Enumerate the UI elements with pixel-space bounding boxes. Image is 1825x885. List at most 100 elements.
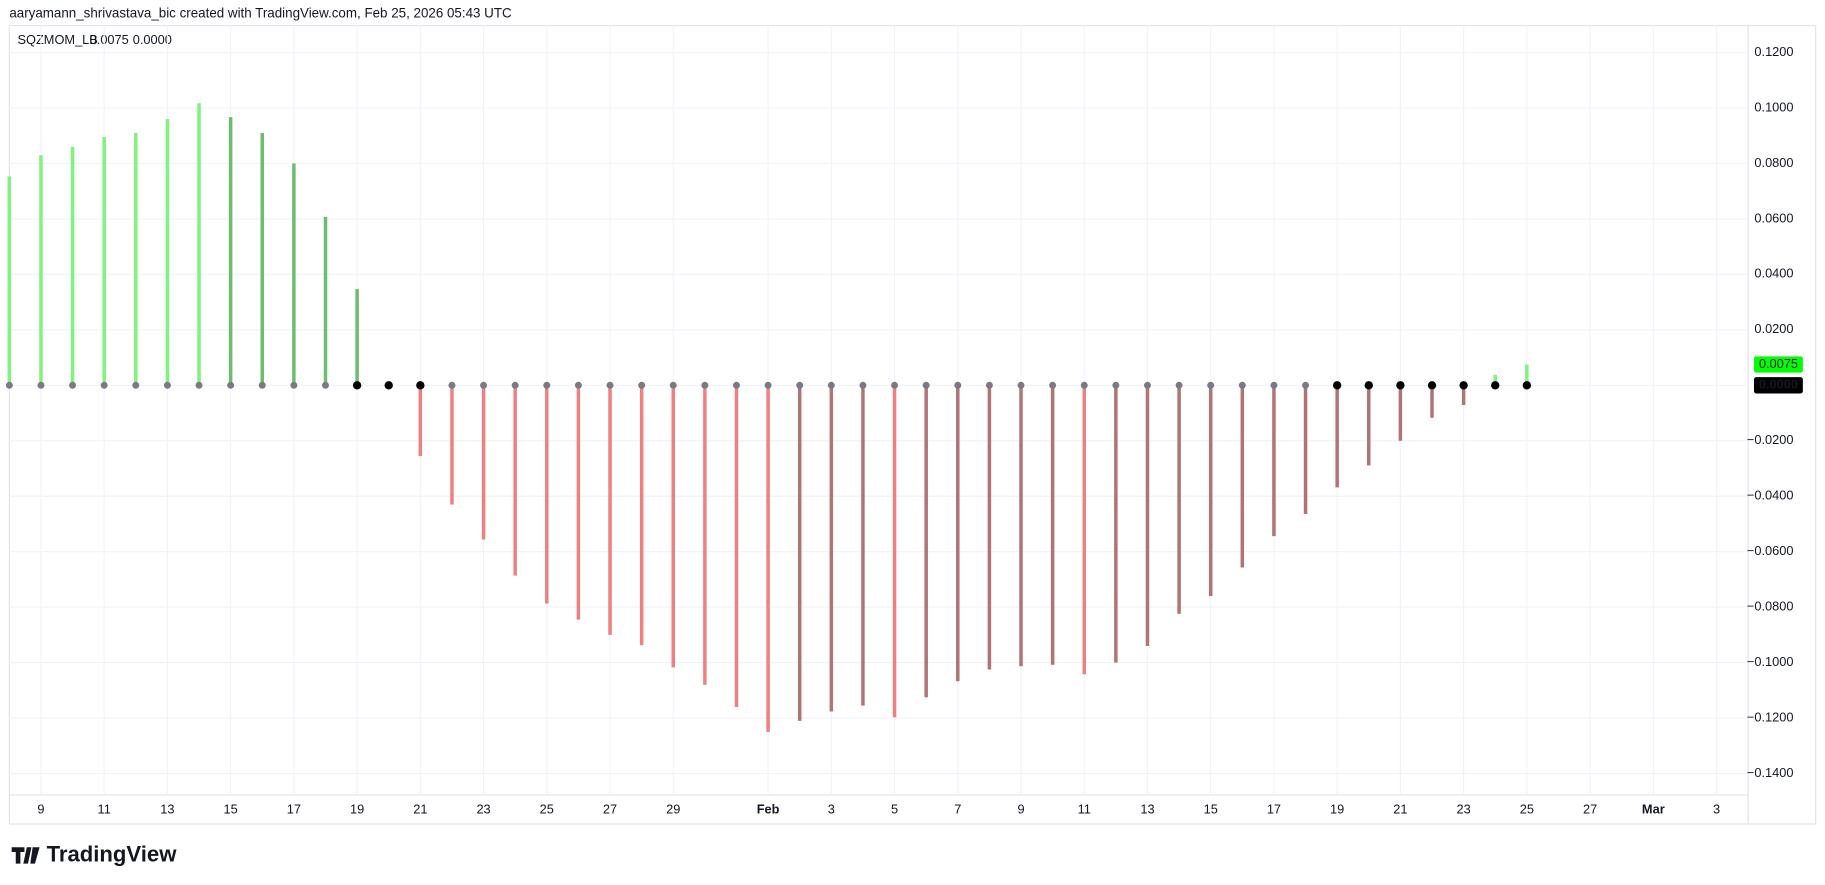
squeeze-dot bbox=[1080, 381, 1088, 389]
x-tick-label: 25 bbox=[540, 801, 554, 816]
y-tick-label: −0.1400 bbox=[1747, 765, 1794, 780]
squeeze-dot bbox=[1522, 381, 1532, 390]
squeeze-dot bbox=[416, 381, 425, 390]
y-tick-label: −0.0800 bbox=[1747, 599, 1794, 614]
squeeze-dot bbox=[606, 381, 614, 389]
bar bbox=[39, 155, 43, 386]
bar bbox=[1177, 385, 1181, 614]
squeeze-dot bbox=[321, 381, 329, 389]
squeeze-dot bbox=[732, 381, 740, 389]
y-tick-label: 0.0600 bbox=[1754, 210, 1793, 225]
bar bbox=[197, 103, 201, 386]
squeeze-dot bbox=[1175, 381, 1183, 389]
squeeze-dot bbox=[859, 381, 867, 389]
squeeze-dot bbox=[985, 381, 993, 389]
squeeze-dot bbox=[1143, 381, 1151, 389]
bar bbox=[1525, 364, 1529, 386]
bar bbox=[1082, 385, 1086, 675]
bar bbox=[1398, 385, 1403, 441]
squeeze-dot bbox=[290, 381, 298, 389]
squeeze-dot bbox=[1396, 381, 1405, 390]
x-tick-label: Mar bbox=[1642, 801, 1665, 816]
last-value-label: 0.0075 bbox=[1759, 356, 1798, 371]
squeeze-dot bbox=[796, 381, 804, 389]
bar bbox=[576, 385, 581, 620]
squeeze-dot bbox=[1427, 381, 1437, 390]
x-tick-label: 23 bbox=[1457, 801, 1471, 816]
grid bbox=[9, 25, 1749, 795]
header-title: aaryamann_shrivastava_bic created with T… bbox=[9, 5, 512, 20]
bar bbox=[861, 385, 865, 706]
y-tick-label: 0.0400 bbox=[1754, 266, 1793, 281]
squeeze-dot bbox=[1270, 381, 1278, 389]
legend-squeeze: 0.0000 bbox=[133, 32, 172, 47]
x-tick-label: 15 bbox=[1204, 801, 1218, 816]
bar bbox=[323, 216, 328, 386]
x-tick-label: 3 bbox=[828, 801, 835, 816]
bar bbox=[956, 385, 960, 682]
footer-logo: TradingView bbox=[47, 841, 178, 866]
squeeze-dot bbox=[132, 381, 140, 389]
bar bbox=[70, 146, 75, 386]
x-tick-label: 21 bbox=[1393, 801, 1407, 816]
squeeze-dot bbox=[1491, 381, 1500, 390]
legend-value: 0.0075 bbox=[90, 32, 129, 47]
bar bbox=[292, 163, 296, 386]
bar bbox=[1208, 385, 1213, 597]
squeeze-dot bbox=[511, 381, 519, 389]
y-tick-label: 0.0200 bbox=[1754, 321, 1793, 336]
x-tick-label: Feb bbox=[757, 801, 780, 816]
squeeze-dot bbox=[827, 381, 835, 389]
squeeze-dot bbox=[258, 381, 266, 389]
legend-title: SQZMOM_LB bbox=[17, 32, 97, 47]
bar bbox=[260, 132, 265, 386]
bar bbox=[1272, 385, 1276, 537]
squeeze-dot bbox=[1238, 381, 1246, 389]
squeeze-dot bbox=[5, 381, 13, 389]
squeeze-dot bbox=[543, 381, 551, 389]
bar bbox=[1430, 385, 1434, 418]
x-tick-label: 3 bbox=[1713, 801, 1720, 816]
bar bbox=[1493, 374, 1497, 386]
x-tick-label: 19 bbox=[1330, 801, 1344, 816]
y-tick-label: 0.1200 bbox=[1754, 44, 1793, 59]
squeeze-dot bbox=[480, 381, 488, 389]
bar bbox=[228, 117, 233, 386]
x-tick-label: 17 bbox=[1267, 801, 1281, 816]
y-tick-label: 0.1000 bbox=[1754, 99, 1793, 114]
bar bbox=[892, 385, 897, 718]
bar bbox=[671, 385, 675, 668]
bar bbox=[513, 385, 517, 576]
squeeze-dot bbox=[922, 381, 930, 389]
squeeze-dot bbox=[1459, 381, 1468, 390]
bar bbox=[1240, 385, 1245, 568]
bar bbox=[924, 385, 928, 698]
squeeze-dot bbox=[163, 381, 171, 389]
bar bbox=[481, 385, 486, 540]
squeeze-dot bbox=[352, 381, 362, 390]
bar bbox=[418, 385, 423, 457]
squeeze-dot bbox=[574, 381, 582, 389]
bar bbox=[703, 385, 707, 685]
y-tick-label: 0.0800 bbox=[1754, 155, 1793, 170]
x-tick-label: 5 bbox=[891, 801, 898, 816]
x-tick-label: 23 bbox=[476, 801, 490, 816]
squeeze-dot bbox=[100, 381, 108, 389]
x-tick-label: 25 bbox=[1520, 801, 1534, 816]
squeeze-dot bbox=[37, 381, 45, 389]
x-tick-label: 7 bbox=[954, 801, 961, 816]
x-tick-label: 19 bbox=[350, 801, 364, 816]
bar bbox=[987, 385, 992, 670]
squeeze-dot bbox=[448, 381, 456, 389]
bar bbox=[102, 137, 106, 386]
x-tick-label: 17 bbox=[287, 801, 301, 816]
bar bbox=[355, 289, 359, 386]
squeeze-box bbox=[1753, 377, 1803, 394]
squeeze-dot bbox=[69, 381, 77, 389]
plot-frame bbox=[8, 25, 1817, 825]
squeeze-dot bbox=[891, 381, 899, 389]
x-tick-label: 9 bbox=[37, 801, 44, 816]
squeeze-dot bbox=[195, 381, 203, 389]
